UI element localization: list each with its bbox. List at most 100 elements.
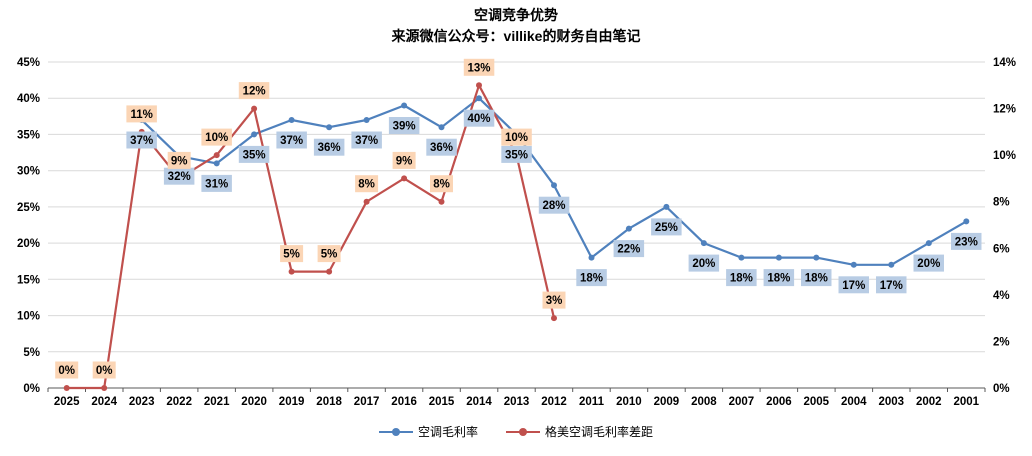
x-axis-label: 2022 [166,396,192,408]
data-label: 36% [426,138,457,156]
data-label: 9% [167,151,191,169]
data-label: 23% [951,232,982,250]
data-label: 18% [576,269,607,287]
svg-text:20%: 20% [917,258,940,270]
legend-label-margin-gap: 格美空调毛利率差距 [545,425,654,439]
x-axis-label: 2018 [316,396,342,408]
chart-plot-area: 37% 32% 31% 35% 37% 36% 37% 39% 36% 40% 35% 28% 18% 2… [17,57,1016,408]
data-label: 5% [317,245,341,263]
x-axis-label: 2002 [916,396,942,408]
left-axis-tick: 0% [23,383,40,395]
x-axis-label: 2013 [504,396,530,408]
x-axis-label: 2020 [241,396,267,408]
data-label: 39% [388,117,420,134]
svg-text:35%: 35% [243,149,266,161]
series-point-1 [363,198,370,205]
legend-item-gross-margin: 空调毛利率 [378,423,478,440]
x-axis-label: 2012 [541,396,567,408]
x-axis-label: 2021 [204,396,230,408]
svg-text:8%: 8% [433,179,450,191]
series-point-0 [251,131,258,138]
svg-text:37%: 37% [355,135,378,147]
x-axis-label: 2010 [616,396,642,408]
left-axis-tick: 45% [17,57,40,69]
svg-text:36%: 36% [430,142,453,154]
svg-text:23%: 23% [955,236,978,248]
svg-text:17%: 17% [880,280,903,292]
series-point-0 [700,240,707,247]
chart-title: 空调竞争优势 [474,7,558,23]
series-point-1 [101,385,108,391]
left-axis-tick: 30% [17,166,40,178]
series-point-1 [63,385,70,391]
x-axis-label: 2005 [804,396,830,408]
data-label: 18% [726,269,757,287]
right-axis-tick: 12% [993,104,1016,116]
svg-text:17%: 17% [842,280,865,292]
series-point-0 [588,254,595,261]
data-label: 37% [126,131,157,149]
data-label: 22% [613,240,645,258]
right-axis-tick: 14% [993,57,1016,69]
x-axis-label: 2024 [91,396,117,408]
data-label: 37% [276,131,307,149]
right-axis-tick: 8% [993,197,1010,209]
svg-text:32%: 32% [168,171,191,183]
legend-item-margin-gap: 格美空调毛利率差距 [506,423,653,440]
data-label: 13% [463,58,495,76]
svg-text:9%: 9% [171,155,188,167]
data-label: 36% [313,138,345,156]
x-axis-label: 2003 [879,396,905,408]
left-axis-tick: 40% [17,93,40,105]
data-label: 8% [430,175,453,193]
x-axis-label: 2016 [391,396,417,408]
svg-text:18%: 18% [767,273,790,285]
x-axis-label: 2023 [129,396,155,408]
svg-text:9%: 9% [396,155,413,167]
x-axis-label: 2019 [279,396,305,408]
svg-text:40%: 40% [467,113,490,125]
svg-text:31%: 31% [205,178,228,190]
svg-text:13%: 13% [467,62,490,74]
svg-text:12%: 12% [243,86,266,98]
svg-text:37%: 37% [130,135,153,147]
legend-dot-icon [391,427,400,436]
data-label: 32% [163,167,195,185]
chart-legend: 空调毛利率 格美空调毛利率差距 [0,423,1032,440]
x-axis-label: 2009 [654,396,680,408]
x-axis-label: 2017 [354,396,380,408]
data-label: 0% [92,361,116,379]
data-label: 17% [876,276,907,294]
series-point-1 [326,268,333,275]
x-axis-label: 2011 [579,396,605,408]
data-label: 18% [763,269,795,287]
data-label: 0% [55,361,79,379]
legend-label-gross-margin: 空调毛利率 [417,425,478,439]
svg-text:20%: 20% [692,258,715,270]
x-axis-label: 2007 [729,396,755,408]
right-axis-tick: 10% [993,150,1016,162]
series-point-0 [625,225,632,232]
svg-text:0%: 0% [58,365,75,377]
left-axis-tick: 25% [17,202,40,214]
series-point-0 [813,254,820,261]
data-label: 9% [392,151,416,169]
series-point-0 [963,218,970,225]
svg-text:36%: 36% [318,142,341,154]
series-point-1 [251,105,258,112]
right-axis-tick: 4% [993,290,1010,302]
series-point-0 [363,117,370,123]
series-point-0 [888,261,895,268]
series-point-0 [775,254,782,261]
data-label: 3% [542,291,566,309]
series-point-1 [401,175,408,182]
data-label: 31% [201,174,232,192]
svg-text:8%: 8% [358,179,375,191]
series-point-0 [476,95,482,102]
series-point-0 [925,240,932,247]
series-line-0 [140,97,967,266]
data-label: 11% [126,105,157,123]
svg-text:18%: 18% [805,273,828,285]
series-point-1 [476,82,482,89]
series-point-0 [663,203,670,210]
